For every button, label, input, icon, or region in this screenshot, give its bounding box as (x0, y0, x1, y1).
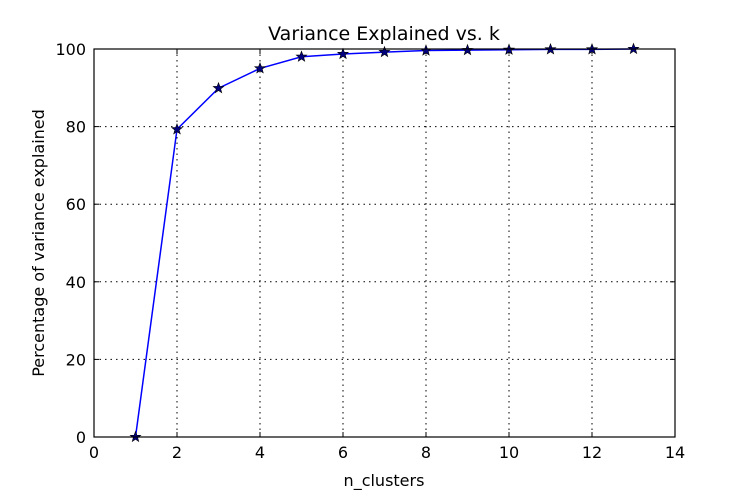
data-point (461, 43, 474, 56)
data-point (378, 45, 391, 58)
series-layer (129, 42, 640, 443)
x-tick-label: 12 (582, 443, 602, 462)
x-tick-label: 10 (499, 443, 519, 462)
chart-title: Variance Explained vs. k (268, 23, 500, 45)
x-tick-label: 6 (338, 443, 348, 462)
x-tick-label: 14 (665, 443, 685, 462)
y-tick-label: 60 (66, 195, 86, 214)
x-axis-label: n_clusters (344, 471, 425, 491)
y-axis-label: Percentage of variance explained (29, 109, 48, 377)
axis-ticks: 0 2 4 6 8 10 12 14 0 20 40 60 80 100 (55, 40, 685, 462)
data-point (253, 62, 267, 74)
x-tick-label: 0 (89, 443, 99, 462)
data-point (170, 122, 184, 135)
data-point (212, 81, 225, 94)
y-tick-label: 80 (66, 118, 86, 137)
data-point (295, 50, 308, 62)
plot-frame (93, 48, 676, 438)
series-line (134, 48, 634, 438)
data-point (336, 47, 350, 60)
y-tick-label: 0 (76, 428, 86, 447)
y-tick-label: 40 (66, 273, 86, 292)
x-tick-label: 2 (172, 443, 182, 462)
grid (94, 49, 675, 437)
y-tick-label: 20 (66, 350, 86, 369)
y-tick-label: 100 (55, 40, 86, 59)
x-tick-label: 8 (421, 443, 431, 462)
x-tick-label: 4 (255, 443, 265, 462)
